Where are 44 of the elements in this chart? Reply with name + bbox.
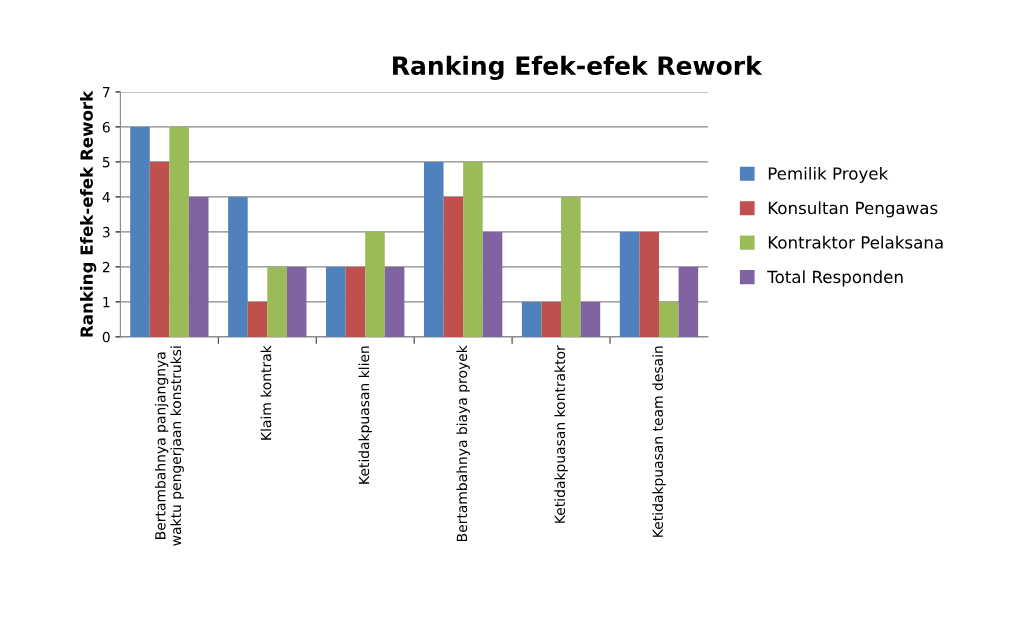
y-tick-label: 3 — [102, 226, 110, 238]
bar — [521, 301, 542, 337]
bar — [658, 301, 679, 337]
bar — [423, 161, 444, 337]
bar — [639, 231, 659, 337]
bar — [149, 161, 170, 337]
bar — [580, 301, 601, 337]
legend-label: Kontraktor Pelaksana — [768, 235, 943, 249]
bar — [228, 196, 248, 337]
bar — [345, 266, 366, 337]
bar — [463, 161, 483, 337]
bar — [286, 266, 307, 337]
bar — [482, 231, 503, 337]
bar — [561, 196, 581, 337]
legend-label: Pemilik Proyek — [768, 166, 889, 184]
legend-label: Total Responden — [767, 270, 903, 287]
legend-label: Konsultan Pengawas — [768, 201, 938, 218]
y-tick-label: 7 — [102, 87, 110, 98]
x-tick-label: Bertambahnya biaya proyek — [456, 345, 470, 542]
y-tick-label: 5 — [102, 157, 110, 168]
y-tick-label: 2 — [102, 261, 110, 273]
bar — [365, 231, 385, 337]
bar — [443, 196, 464, 337]
bar — [130, 126, 150, 337]
x-tick-label: Ketidakpuasan team desain — [652, 346, 666, 537]
bar — [267, 266, 287, 337]
y-axis-title: Ranking Efek-efek Rework — [80, 90, 97, 337]
bar — [326, 266, 346, 337]
bar — [678, 266, 699, 337]
x-tick-label: Bertambahnya panjangnya waktu pengerjaan konstruksi — [154, 346, 184, 546]
y-tick-label: 4 — [102, 192, 110, 203]
x-tick-label: Ketidakpuasan klien — [358, 346, 372, 484]
bar — [169, 126, 189, 337]
bar — [541, 301, 562, 337]
bar — [384, 266, 405, 337]
y-tick-label: 0 — [102, 331, 110, 343]
bar — [247, 301, 268, 337]
x-tick-label: Ketidakpuasan kontraktor — [554, 345, 568, 523]
chart-title: Ranking Efek-efek Rework — [393, 55, 763, 81]
x-tick-label: Klaim kontrak — [260, 345, 272, 440]
bar — [619, 231, 640, 337]
y-tick-label: 1 — [103, 297, 110, 308]
y-tick-label: 6 — [102, 121, 110, 133]
bar — [188, 196, 209, 337]
